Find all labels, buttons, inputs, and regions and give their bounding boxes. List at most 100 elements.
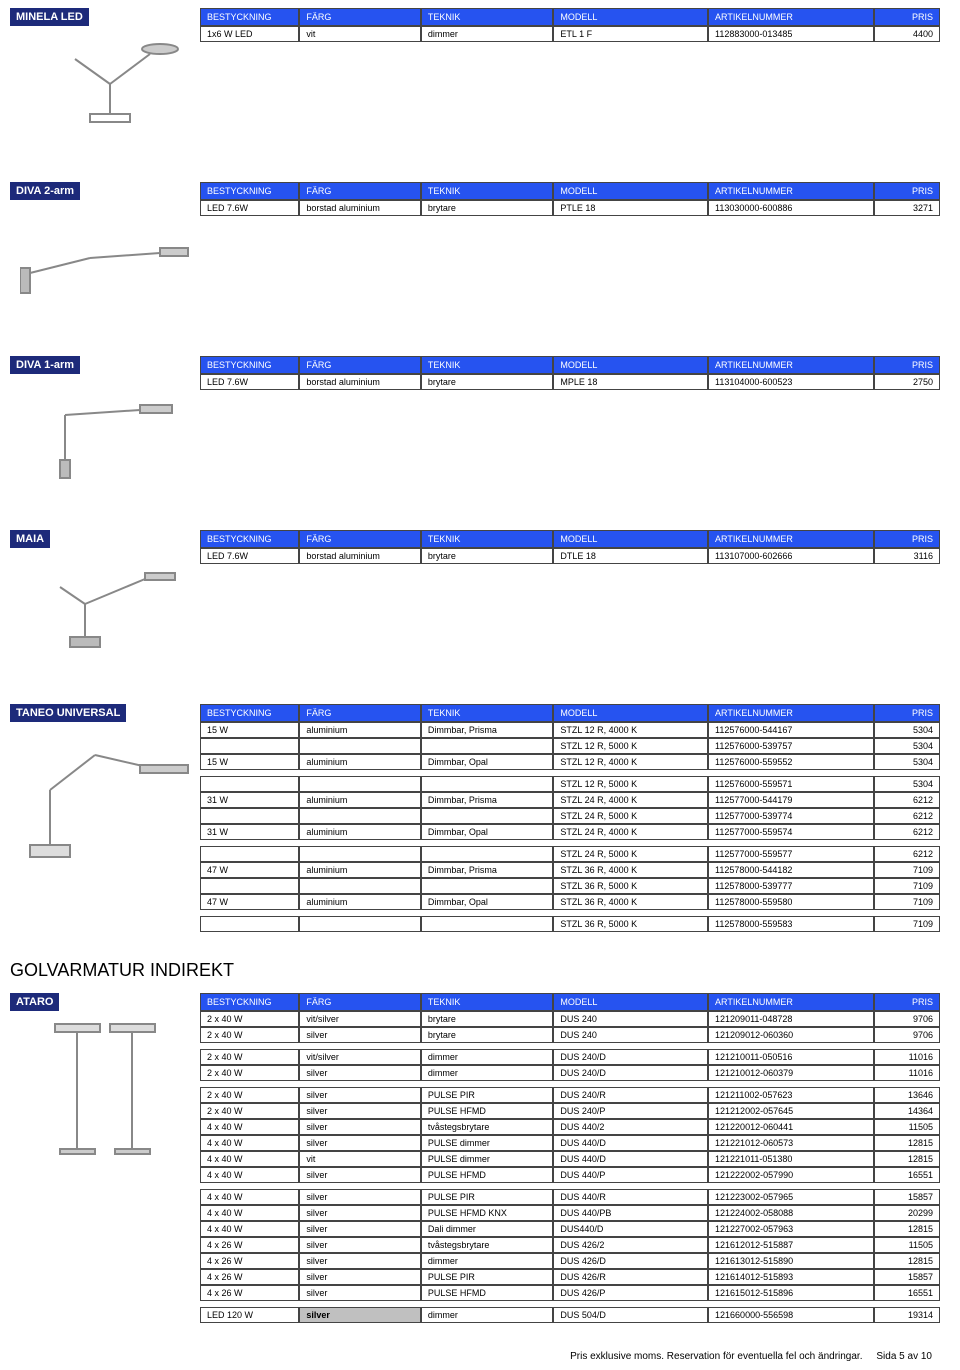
product-image	[10, 382, 200, 482]
cell: 14364	[874, 1103, 940, 1119]
cell: 47 W	[200, 862, 299, 878]
table-row: 31 WaluminiumDimmbar, PrismaSTZL 24 R, 4…	[200, 792, 940, 808]
cell: brytare	[421, 1027, 554, 1043]
cell: PTLE 18	[553, 200, 708, 216]
cell: silver	[299, 1307, 420, 1323]
cell: vit	[299, 26, 420, 42]
cell: dimmer	[421, 1307, 554, 1323]
cell: 4 x 40 W	[200, 1189, 299, 1205]
cell: 3116	[874, 548, 940, 564]
cell: 5304	[874, 738, 940, 754]
cell: brytare	[421, 200, 554, 216]
cell: 4 x 40 W	[200, 1205, 299, 1221]
cell: 112576000-539757	[708, 738, 874, 754]
section-label: MAIA	[10, 530, 50, 548]
section-label: ATARO	[10, 993, 59, 1011]
cell: STZL 24 R, 4000 K	[553, 824, 708, 840]
col-header: FÄRG	[299, 182, 420, 200]
table-row: 4 x 26 WsilverPULSE PIRDUS 426/R12161401…	[200, 1269, 940, 1285]
cell: DUS 440/PB	[553, 1205, 708, 1221]
col-header: TEKNIK	[421, 993, 554, 1011]
table-row: 4 x 40 WsilverPULSE dimmerDUS 440/D12122…	[200, 1135, 940, 1151]
cell: 4400	[874, 26, 940, 42]
product-table: BESTYCKNINGFÄRGTEKNIKMODELLARTIKELNUMMER…	[200, 182, 940, 216]
table-row: LED 120 WsilverdimmerDUS 504/D121660000-…	[200, 1307, 940, 1323]
table-row: 4 x 40 WsilverPULSE HFMD KNXDUS 440/PB12…	[200, 1205, 940, 1221]
cell	[421, 846, 554, 862]
cell: borstad aluminium	[299, 548, 420, 564]
col-header: TEKNIK	[421, 356, 554, 374]
product-table: BESTYCKNINGFÄRGTEKNIKMODELLARTIKELNUMMER…	[200, 993, 940, 1323]
cell: silver	[299, 1189, 420, 1205]
cell	[421, 878, 554, 894]
footer-page: Sida 5 av 10	[876, 1351, 932, 1362]
cell: Dimmbar, Prisma	[421, 792, 554, 808]
product-section: TANEO UNIVERSAL BESTYCKNINGFÄRGTEKNIKMODE…	[10, 704, 940, 932]
product-table: BESTYCKNINGFÄRGTEKNIKMODELLARTIKELNUMMER…	[200, 704, 940, 932]
cell: 4 x 40 W	[200, 1151, 299, 1167]
table-row: STZL 12 R, 5000 K112576000-5397575304	[200, 738, 940, 754]
cell: 2750	[874, 374, 940, 390]
table-row: 2 x 40 WsilverPULSE PIRDUS 240/R12121100…	[200, 1087, 940, 1103]
col-header: FÄRG	[299, 356, 420, 374]
cell: 9706	[874, 1011, 940, 1027]
cell: 12815	[874, 1151, 940, 1167]
cell: PULSE HFMD	[421, 1167, 554, 1183]
col-header: PRIS	[874, 8, 940, 26]
cell: 113107000-602666	[708, 548, 874, 564]
cell: silver	[299, 1205, 420, 1221]
cell: 9706	[874, 1027, 940, 1043]
col-header: BESTYCKNING	[200, 993, 299, 1011]
section-label: TANEO UNIVERSAL	[10, 704, 126, 722]
col-header: BESTYCKNING	[200, 704, 299, 722]
cell: DUS 440/R	[553, 1189, 708, 1205]
cell: 112576000-559571	[708, 776, 874, 792]
cell: 112577000-559574	[708, 824, 874, 840]
cell: Dali dimmer	[421, 1221, 554, 1237]
heading-golvarmatur: GOLVARMATUR INDIREKT	[10, 960, 940, 981]
cell	[299, 808, 420, 824]
product-image	[10, 208, 200, 308]
cell: MPLE 18	[553, 374, 708, 390]
cell: 13646	[874, 1087, 940, 1103]
cell: silver	[299, 1135, 420, 1151]
cell: Dimmbar, Prisma	[421, 862, 554, 878]
cell: 112883000-013485	[708, 26, 874, 42]
cell: DUS 240	[553, 1011, 708, 1027]
cell	[299, 916, 420, 932]
product-image	[10, 556, 200, 656]
cell: DUS 240	[553, 1027, 708, 1043]
cell: 7109	[874, 878, 940, 894]
cell: 16551	[874, 1285, 940, 1301]
col-header: TEKNIK	[421, 8, 554, 26]
cell: 47 W	[200, 894, 299, 910]
col-header: TEKNIK	[421, 704, 554, 722]
cell: 4 x 40 W	[200, 1221, 299, 1237]
table-row: STZL 24 R, 5000 K112577000-5397746212	[200, 808, 940, 824]
section-label: MINELA LED	[10, 8, 89, 26]
cell: STZL 24 R, 5000 K	[553, 846, 708, 862]
col-header: ARTIKELNUMMER	[708, 182, 874, 200]
col-header: TEKNIK	[421, 530, 554, 548]
table-row: 2 x 40 Wvit/silverdimmerDUS 240/D1212100…	[200, 1049, 940, 1065]
cell: LED 120 W	[200, 1307, 299, 1323]
table-row: 4 x 26 WsilverdimmerDUS 426/D121613012-5…	[200, 1253, 940, 1269]
table-row: 1x6 W LEDvitdimmerETL 1 F112883000-01348…	[200, 26, 940, 42]
cell: STZL 12 R, 5000 K	[553, 738, 708, 754]
table-row: STZL 36 R, 5000 K112578000-5397777109	[200, 878, 940, 894]
cell: 15 W	[200, 722, 299, 738]
col-header: MODELL	[553, 530, 708, 548]
cell: 4 x 26 W	[200, 1269, 299, 1285]
cell: silver	[299, 1027, 420, 1043]
cell: 113030000-600886	[708, 200, 874, 216]
cell: 1x6 W LED	[200, 26, 299, 42]
cell: 6212	[874, 808, 940, 824]
cell	[200, 776, 299, 792]
cell: 7109	[874, 862, 940, 878]
col-header: FÄRG	[299, 704, 420, 722]
cell: DUS440/D	[553, 1221, 708, 1237]
product-image	[10, 730, 200, 870]
cell: brytare	[421, 1011, 554, 1027]
cell: 7109	[874, 916, 940, 932]
cell: STZL 24 R, 4000 K	[553, 792, 708, 808]
